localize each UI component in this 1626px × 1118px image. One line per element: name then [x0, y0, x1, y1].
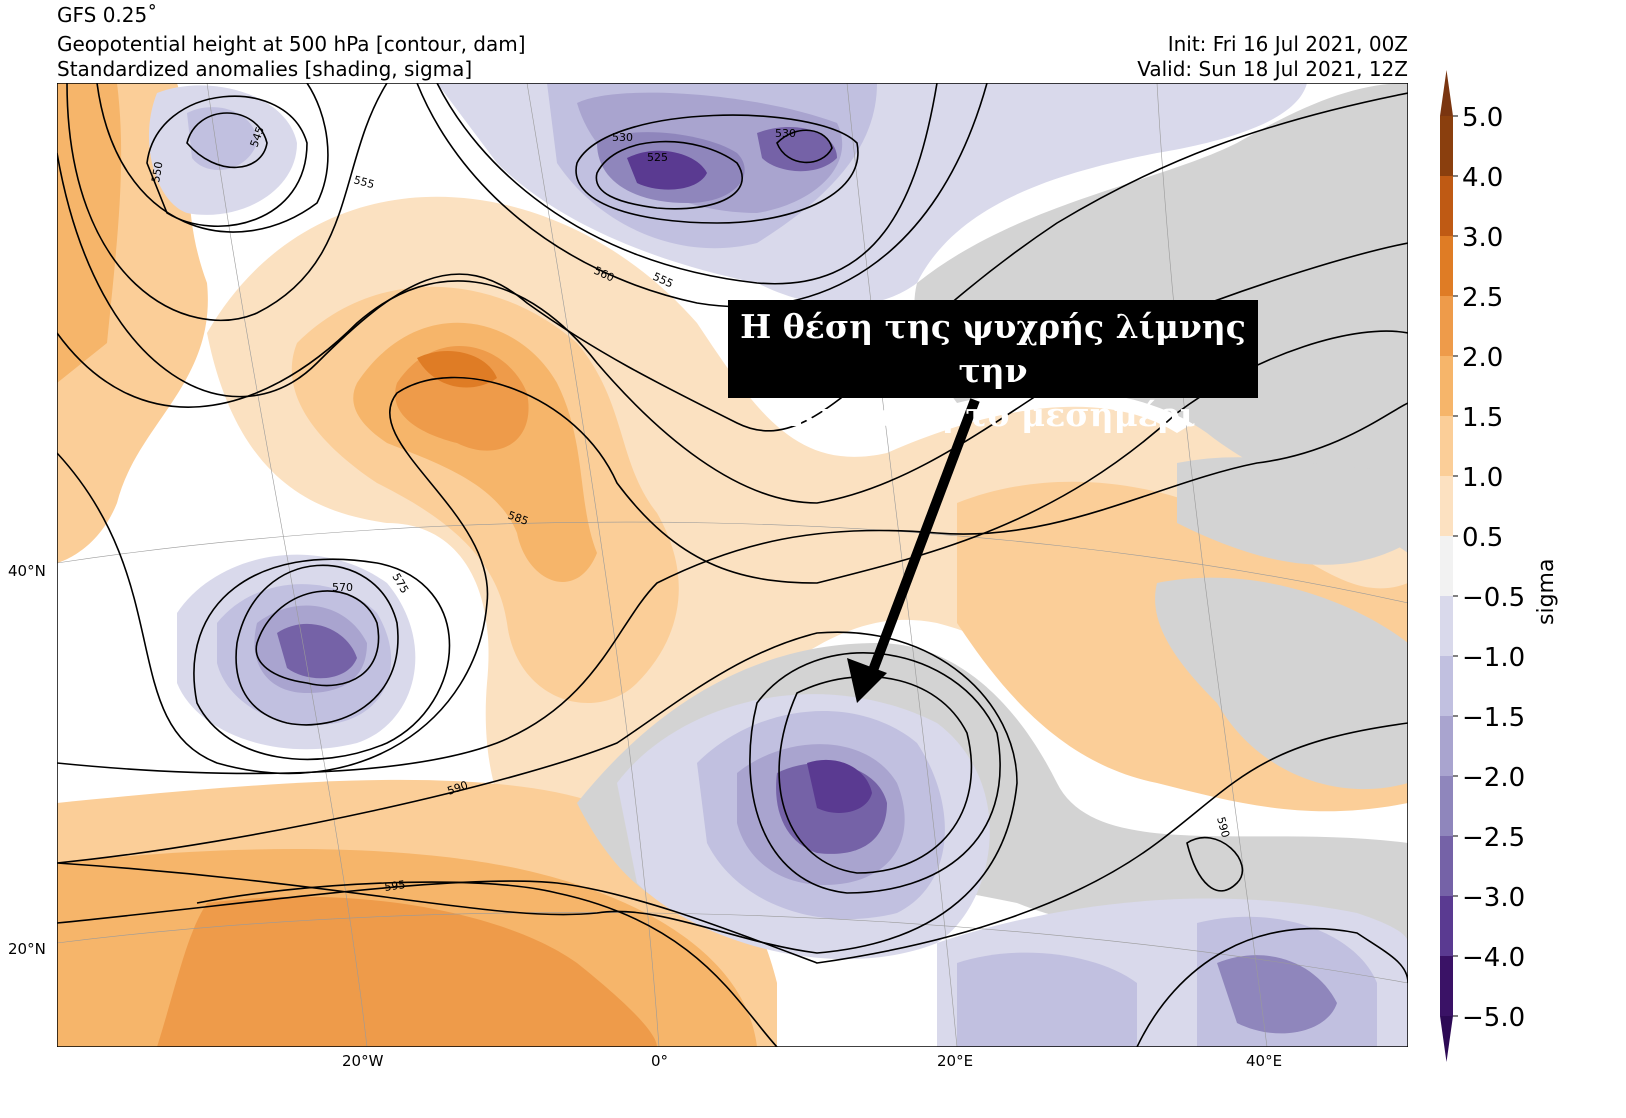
contour-description: Geopotential height at 500 hPa [contour,… [57, 32, 526, 56]
colorbar-bin [1440, 716, 1453, 776]
colorbar-bin [1440, 356, 1453, 416]
valid-time: Valid: Sun 18 Jul 2021, 12Z [1137, 57, 1408, 81]
colorbar-tick-label: 4.0 [1462, 163, 1503, 193]
colorbar-bin [1440, 416, 1453, 476]
contour-label: 595 [384, 878, 407, 894]
colorbar-bin [1440, 296, 1453, 356]
colorbar-tick-label: 5.0 [1462, 103, 1503, 133]
colorbar-label: sigma [1534, 559, 1559, 625]
negative-anomaly-shading [148, 83, 1408, 1047]
colorbar-tick-label: −3.0 [1462, 883, 1525, 913]
lon-label-0: 0° [651, 1052, 669, 1070]
lat-label-40n: 40°N [8, 562, 46, 580]
colorbar-tick-label: −5.0 [1462, 1003, 1525, 1033]
contour-label: 590 [1214, 815, 1232, 839]
colorbar-tick-label: 2.0 [1462, 343, 1503, 373]
colorbar-tick-label: −1.5 [1462, 703, 1525, 733]
colorbar-bin [1440, 176, 1453, 236]
anomaly-map: 530 525 530 550 545 555 560 555 570 575 … [57, 83, 1408, 1047]
colorbar-tick-label: 0.5 [1462, 523, 1503, 553]
annotation-arrow [847, 398, 980, 703]
colorbar-bin [1440, 536, 1453, 596]
colorbar-tick-label: 2.5 [1462, 283, 1503, 313]
lat-label-20n: 20°N [8, 940, 46, 958]
annotation-line-1: Η θέση της ψυχρής λίμνης την [740, 307, 1246, 390]
colorbar-bin [1440, 896, 1453, 956]
colorbar-bin [1440, 476, 1453, 536]
annotation-box: Η θέση της ψυχρής λίμνης την Κυριακή το … [728, 300, 1258, 434]
colorbar-bin [1440, 656, 1453, 716]
lon-label-20e: 20°E [937, 1052, 974, 1070]
contour-label: 550 [149, 161, 165, 184]
colorbar-bin [1440, 236, 1453, 296]
lon-label-20w: 20°W [342, 1052, 384, 1070]
contour-label: 530 [775, 127, 796, 140]
colorbar-bin [1440, 776, 1453, 836]
lon-label-40e: 40°E [1246, 1052, 1283, 1070]
contour-label: 555 [352, 173, 376, 191]
contour-label: 525 [647, 151, 668, 164]
colorbar-tick-label: −2.5 [1462, 823, 1525, 853]
annotation-line-2: Κυριακή το μεσημέρι [790, 395, 1196, 434]
colorbar-extend-min [1440, 1016, 1453, 1062]
shading-description: Standardized anomalies [shading, sigma] [57, 57, 473, 81]
model-title: GFS 0.25˚ [57, 3, 158, 27]
graticule [57, 83, 1408, 1047]
height-contours [57, 83, 1408, 1047]
contour-label: 570 [332, 581, 353, 594]
colorbar-bin [1440, 956, 1453, 1016]
colorbar-tick-label: 3.0 [1462, 223, 1503, 253]
colorbar-extend-max [1440, 70, 1453, 116]
colorbar-tick-label: −1.0 [1462, 643, 1525, 673]
colorbar-bin [1440, 596, 1453, 656]
colorbar-tick-label: −2.0 [1462, 763, 1525, 793]
colorbar-tick-label: −0.5 [1462, 583, 1525, 613]
colorbar-tick-label: −4.0 [1462, 943, 1525, 973]
colorbar: 5.0 4.0 3.0 2.5 2.0 1.5 1.0 0.5 −0.5 −1.0 −1.5 −2.0… [1440, 70, 1559, 1062]
colorbar-tick-label: 1.0 [1462, 463, 1503, 493]
contour-label: 530 [612, 131, 633, 144]
init-time: Init: Fri 16 Jul 2021, 00Z [1167, 32, 1408, 56]
colorbar-tick-label: 1.5 [1462, 403, 1503, 433]
colorbar-bin [1440, 116, 1453, 176]
colorbar-bin [1440, 836, 1453, 896]
